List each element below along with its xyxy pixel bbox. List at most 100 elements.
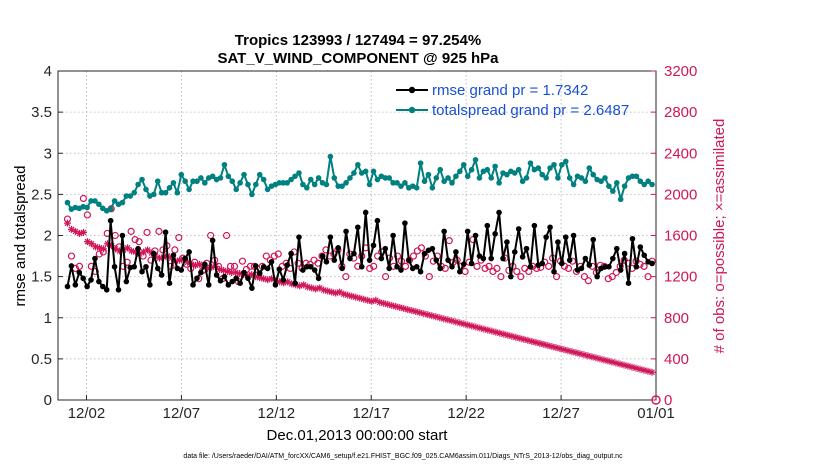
rmse-point [633,263,640,270]
totalspread-point [555,175,561,181]
rmse-point [527,263,534,270]
rmse-point [543,234,549,240]
rmse-point [366,257,373,263]
totalspread-point [429,184,436,191]
legend: rmse grand pr = 1.7342 totalspread grand… [396,82,629,119]
totalspread-point [366,181,373,188]
totalspread-point [64,199,71,206]
possible-marker [127,227,135,235]
possible-marker [191,258,199,266]
rmse-point [441,228,447,235]
rmse-point [315,275,322,282]
totalspread-point [233,186,239,193]
y-right-tick-label: 800 [664,310,689,327]
totalspread-point [186,186,192,193]
rmse-point [288,250,294,257]
totalspread-point [457,168,463,175]
possible-marker [612,268,620,277]
rmse-point [166,280,173,287]
rmse-point [205,282,212,288]
rmse-point [327,234,334,240]
possible-marker [83,211,91,219]
totalspread-point [453,173,459,180]
rmse-point [264,265,271,272]
rmse-point [131,263,137,270]
rmse-point [504,239,510,245]
possible-marker [155,227,163,235]
assimilated-marker [456,319,464,327]
rmse-point [225,282,232,288]
y-right-tick-label: 2000 [664,186,697,203]
chart-title-line-1: Tropics 123993 / 127494 = 97.254% [235,32,481,49]
x-tick-label: 12/07 [163,405,201,422]
totalspread-point [539,171,546,178]
totalspread-point [311,181,318,188]
totalspread-point [441,178,447,185]
assimilated-marker [516,334,524,342]
possible-marker [608,273,616,281]
y-left-tick-label: 3 [44,145,52,162]
totalspread-point [402,180,408,186]
possible-marker [473,262,481,270]
possible-marker [99,248,107,256]
totalspread-point [570,181,577,188]
possible-marker [270,252,278,260]
rmse-point [610,255,616,262]
assimilated-marker [436,314,444,322]
totalspread-point [382,175,389,181]
totalspread-point [249,191,255,198]
totalspread-point [515,166,522,173]
rmse-point [221,273,228,280]
rmse-point [496,209,502,216]
rmse-point [559,260,565,267]
totalspread-point [590,171,597,178]
y-right-tick-label: 0 [664,392,672,409]
rmse-point [370,242,377,249]
possible-marker [604,275,612,283]
totalspread-point [496,180,502,186]
assimilated-marker [512,333,520,341]
totalspread-point [304,184,310,191]
assimilated-marker [144,246,152,254]
assimilated-marker [444,316,452,324]
rmse-point [319,253,326,259]
rmse-point [547,224,553,231]
rmse-point [539,260,546,267]
totalspread-point [362,168,369,175]
rmse-point [625,280,632,287]
assimilated-marker [464,321,472,329]
totalspread-point [221,161,228,168]
chart-title-line-2: SAT_V_WIND_COMPONENT @ 925 hPa [217,50,499,67]
assimilated-marker [360,295,368,303]
y-right-tick-label: 2800 [664,104,697,121]
totalspread-point [492,163,498,170]
totalspread-point [437,166,444,173]
rmse-point [151,250,157,257]
rmse-point [249,285,255,291]
rmse-point [335,245,342,251]
totalspread-point [425,171,432,178]
totalspread-point [323,181,330,188]
totalspread-point [276,180,283,186]
rmse-point [213,272,220,278]
rmse-point [276,266,283,273]
rmse-point [468,260,475,267]
rmse-point [562,234,569,240]
totalspread-point [264,186,271,193]
possible-marker [640,262,648,270]
rmse-point [323,259,330,265]
possible-marker [226,262,235,270]
assimilated-marker [592,354,600,362]
possible-marker [409,252,418,260]
y-axis-right-label: # of obs: o=possible; ×=assimilated [711,119,728,354]
rmse-point [551,268,557,275]
totalspread-point [386,175,393,181]
possible-marker [95,250,103,258]
totalspread-point [649,181,655,188]
rmse-point [209,237,216,244]
rmse-point [641,252,648,259]
totalspread-point [641,181,648,188]
rmse-point [233,275,239,282]
y-left-tick-label: 3.5 [31,104,52,121]
rmse-point [331,257,338,263]
